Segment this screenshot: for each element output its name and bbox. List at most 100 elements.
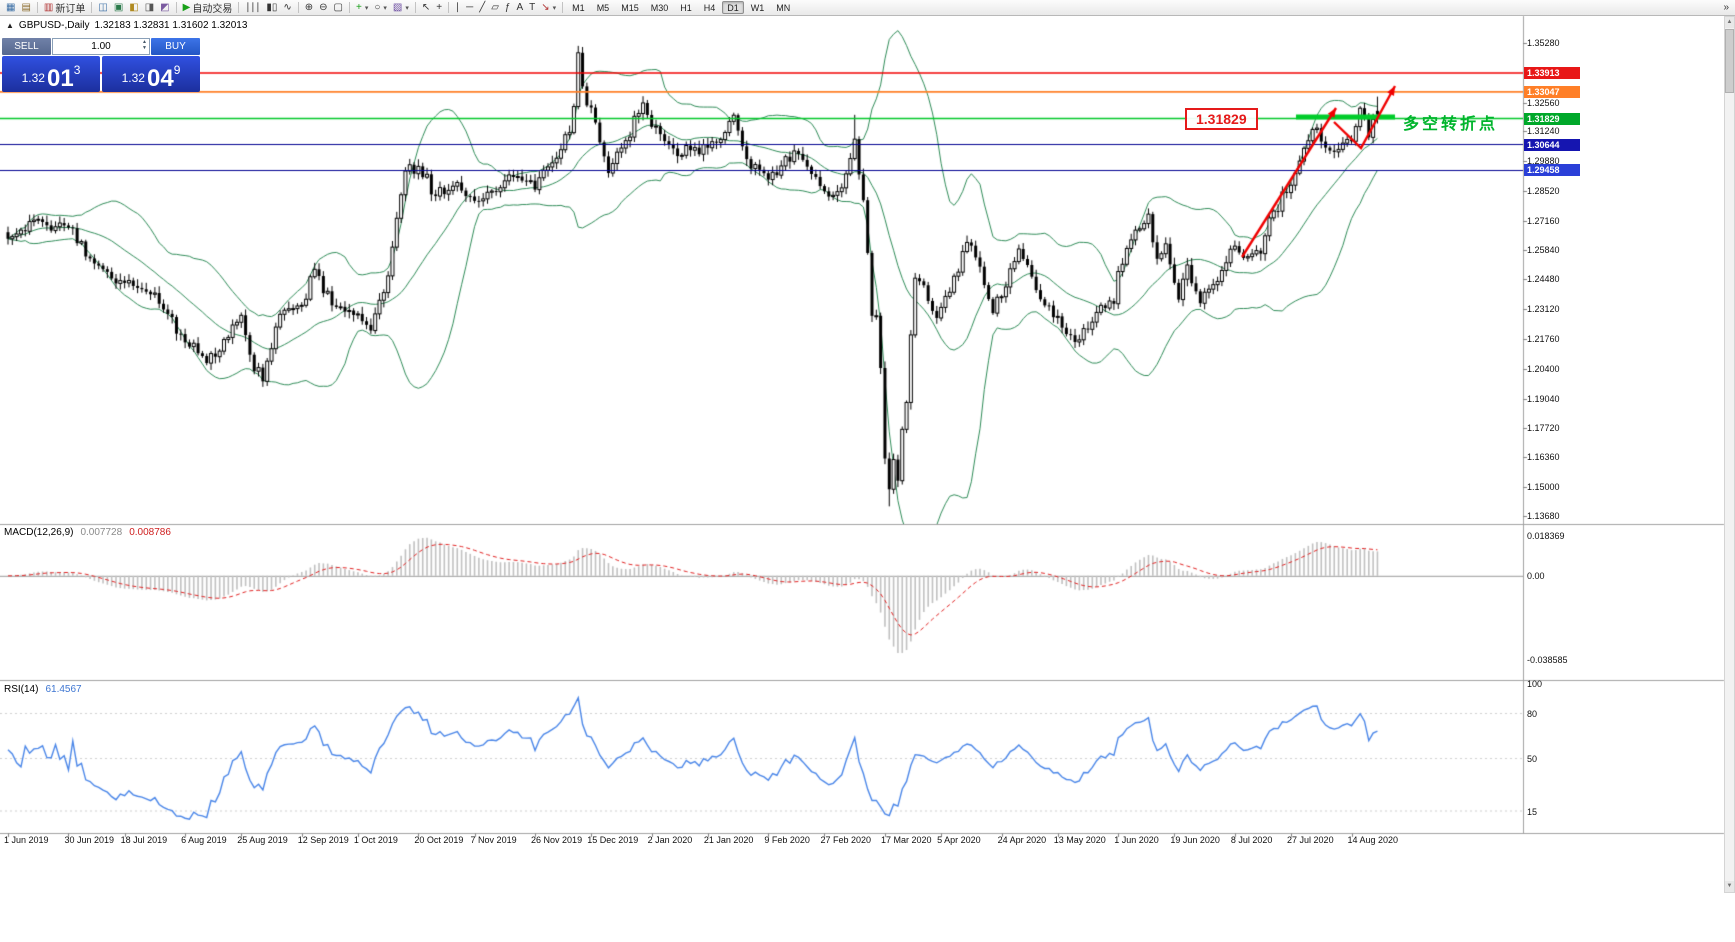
- price-tick-label: 1.32560: [1527, 97, 1560, 108]
- timeframe-m30-button[interactable]: M30: [650, 2, 669, 13]
- scrollbar-thumb[interactable]: [1725, 29, 1734, 93]
- rsi-axis-label: 15: [1527, 806, 1538, 817]
- timeframe-h1-button[interactable]: H1: [680, 2, 692, 13]
- new-chart-button[interactable]: ▦: [3, 1, 18, 15]
- toolbar: ▦ ▤ ▥ 新订单 ◫ ▣ ◧ ◨ ◩ ▶ 自动交易 ∣∣∣ ▮▯ ∿ ⊕ ⊖ ▢ + ▾ ○ ▾ ▧ ▾ ↖ + ∣ ─ ╱ ▱ ƒ A T…: [0, 0, 1735, 16]
- rsi-axis-label: 50: [1527, 754, 1538, 764]
- timeframe-d1-button[interactable]: D1: [722, 1, 744, 14]
- horizontal-line-button[interactable]: ─: [463, 1, 476, 15]
- macd-axis-label: 0.00: [1527, 570, 1545, 581]
- price-tick-label: 1.27160: [1527, 215, 1560, 226]
- price-tick-label: 1.20400: [1527, 363, 1560, 374]
- cursor-button[interactable]: ↖: [419, 1, 433, 15]
- timeframe-m1-button[interactable]: M1: [572, 2, 585, 13]
- price-badge: 1.30644: [1524, 138, 1580, 151]
- profiles-icon: ▤: [21, 1, 31, 13]
- data-window-icon: ▣: [113, 1, 124, 13]
- templates-icon: ▧: [392, 1, 403, 13]
- date-label: 21 Jan 2020: [703, 835, 754, 845]
- bar-chart-button[interactable]: ∣∣∣: [242, 1, 263, 15]
- toolbar-separator: [238, 2, 240, 13]
- profiles-button[interactable]: ▤: [18, 1, 33, 15]
- candlestick-button[interactable]: ▮▯: [263, 1, 280, 15]
- horizontal-line-icon: ─: [466, 1, 474, 13]
- price-annotation-box[interactable]: 1.31829: [1185, 107, 1258, 130]
- turning-point-label[interactable]: 多空转折点: [1403, 115, 1499, 133]
- date-label: 19 Jun 2020: [1170, 835, 1220, 845]
- zoom-in-button[interactable]: ⊕: [302, 1, 316, 15]
- date-label: 26 Nov 2019: [531, 835, 583, 845]
- bar-chart-icon: ∣∣∣: [245, 1, 261, 13]
- macd-axis-label: -0.038585: [1527, 654, 1568, 665]
- line-chart-button[interactable]: ∿: [280, 1, 294, 15]
- volume-down-icon[interactable]: ▼: [142, 45, 147, 51]
- scroll-down-arrow[interactable]: ▼: [1725, 881, 1734, 892]
- price-badge: 1.33047: [1524, 85, 1580, 98]
- timeframe-mn-button[interactable]: MN: [776, 2, 791, 13]
- date-label: 24 Apr 2020: [997, 835, 1047, 845]
- date-label: 8 Jul 2020: [1230, 835, 1273, 845]
- macd-axis-label: 0.018369: [1527, 530, 1565, 541]
- vertical-scrollbar[interactable]: ▲ ▼: [1724, 16, 1735, 893]
- sell-price-pip: 3: [73, 63, 81, 77]
- buy-price-prefix: 1.32: [121, 71, 145, 85]
- scroll-up-arrow[interactable]: ▲: [1725, 17, 1734, 28]
- price-tick-label: 1.35280: [1527, 38, 1560, 48]
- trendline-button[interactable]: ╱: [476, 1, 488, 15]
- date-label: 12 Sep 2019: [297, 835, 349, 845]
- price-tick-label: 1.21760: [1527, 334, 1560, 345]
- toolbar-separator: [348, 2, 350, 13]
- date-label: 2 Jan 2020: [647, 835, 693, 845]
- terminal-button[interactable]: ◨: [142, 1, 157, 15]
- timeframe-m15-button[interactable]: M15: [621, 2, 639, 13]
- date-label: 20 Oct 2019: [414, 835, 464, 845]
- buy-price-box[interactable]: 1.32 04 9: [102, 56, 200, 92]
- buy-button[interactable]: BUY: [151, 38, 200, 55]
- rsi-axis-label: 100: [1527, 679, 1543, 689]
- new-order-button[interactable]: ▥ 新订单: [41, 1, 88, 15]
- zoom-out-icon: ⊖: [319, 1, 328, 13]
- timeframe-h4-button[interactable]: H4: [703, 2, 716, 13]
- fibonacci-button[interactable]: ƒ: [502, 1, 514, 15]
- channel-button[interactable]: ▱: [488, 1, 502, 15]
- price-badge: 1.33913: [1524, 66, 1580, 79]
- indicators-button[interactable]: + ▾: [353, 1, 371, 15]
- text-button[interactable]: A: [513, 1, 526, 15]
- timeframe-w1-button[interactable]: W1: [750, 2, 765, 13]
- autotrading-button[interactable]: ▶ 自动交易: [180, 1, 236, 15]
- navigator-button[interactable]: ◧: [126, 1, 141, 15]
- arrows-button[interactable]: ↘ ▾: [538, 1, 559, 15]
- volume-up-icon[interactable]: ▲: [142, 39, 147, 45]
- volume-input[interactable]: 1.00 ▲ ▼: [52, 38, 150, 55]
- new-chart-icon: ▦: [6, 1, 16, 13]
- toolbar-overflow-button[interactable]: »: [1723, 2, 1729, 13]
- zoom-out-button[interactable]: ⊖: [316, 1, 330, 15]
- market-watch-button[interactable]: ◫: [95, 1, 110, 15]
- date-label: 13 May 2020: [1053, 835, 1106, 845]
- crosshair-button[interactable]: +: [433, 1, 445, 15]
- sell-price-box[interactable]: 1.32 01 3: [2, 56, 100, 92]
- periods-button[interactable]: ○ ▾: [371, 1, 390, 15]
- channel-icon: ▱: [491, 1, 499, 13]
- buy-price-big: 04: [146, 64, 174, 92]
- price-tick-label: 1.24480: [1527, 274, 1560, 285]
- date-label: 5 Apr 2020: [937, 835, 981, 845]
- vertical-line-button[interactable]: ∣: [452, 1, 463, 15]
- data-window-button[interactable]: ▣: [111, 1, 126, 15]
- toolbar-separator: [414, 2, 416, 13]
- price-badge: 1.29458: [1524, 164, 1580, 177]
- autotrading-icon: ▶: [182, 1, 191, 13]
- caret-down-icon: ▾: [405, 4, 409, 12]
- volume-stepper[interactable]: ▲ ▼: [142, 40, 147, 51]
- price-tick-label: 1.17720: [1527, 422, 1560, 433]
- price-tick-label: 1.19040: [1527, 393, 1560, 404]
- tile-windows-button[interactable]: ▢: [331, 1, 346, 15]
- strategy-tester-button[interactable]: ◩: [157, 1, 172, 15]
- timeframe-m5-button[interactable]: M5: [596, 2, 610, 13]
- label-button[interactable]: T: [526, 1, 538, 15]
- macd-signal-value: 0.008786: [129, 527, 171, 538]
- templates-button[interactable]: ▧ ▾: [390, 1, 412, 15]
- sell-button[interactable]: SELL: [2, 38, 51, 55]
- date-label: 15 Dec 2019: [587, 835, 639, 845]
